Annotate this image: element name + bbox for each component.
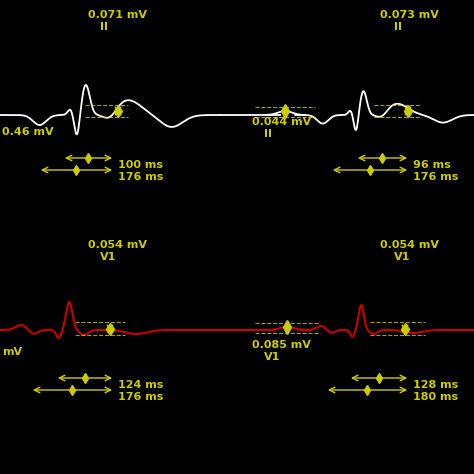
Text: 0.073 mV: 0.073 mV [380, 10, 439, 20]
Text: 180 ms: 180 ms [413, 392, 458, 402]
Text: 100 ms: 100 ms [118, 160, 163, 170]
Text: 0.044 mV: 0.044 mV [252, 117, 311, 127]
Text: II: II [100, 22, 108, 32]
Text: mV: mV [2, 347, 22, 357]
Text: V1: V1 [100, 252, 117, 262]
Text: 176 ms: 176 ms [118, 172, 164, 182]
Text: 0.085 mV: 0.085 mV [252, 340, 311, 350]
Text: 128 ms: 128 ms [413, 380, 458, 390]
Text: 0.054 mV: 0.054 mV [88, 240, 147, 250]
Text: 96 ms: 96 ms [413, 160, 451, 170]
Text: II: II [394, 22, 402, 32]
Text: 0.071 mV: 0.071 mV [88, 10, 147, 20]
Text: V1: V1 [264, 352, 281, 362]
Text: 176 ms: 176 ms [118, 392, 164, 402]
Text: II: II [264, 129, 272, 139]
Text: 176 ms: 176 ms [413, 172, 458, 182]
Text: V1: V1 [394, 252, 410, 262]
Text: 0.054 mV: 0.054 mV [380, 240, 439, 250]
Text: 0.46 mV: 0.46 mV [2, 127, 54, 137]
Text: 124 ms: 124 ms [118, 380, 164, 390]
